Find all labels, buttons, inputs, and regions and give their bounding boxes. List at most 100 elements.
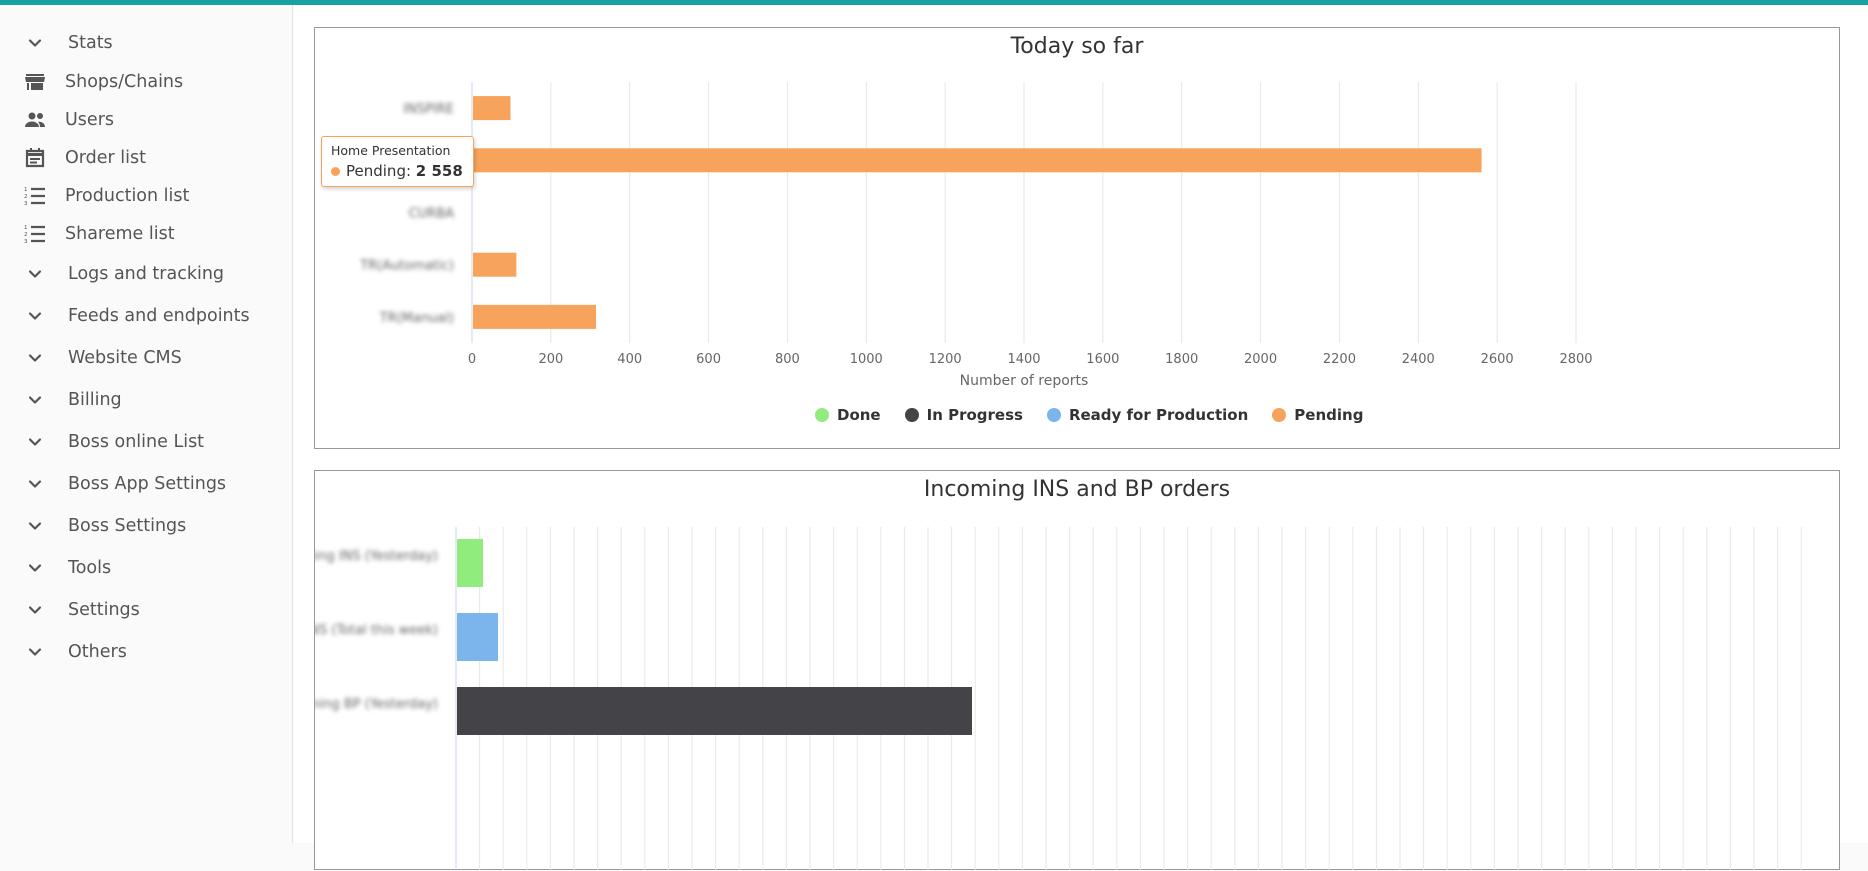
legend-item-pending[interactable]: Pending <box>1272 406 1363 424</box>
chevron-down-icon <box>18 553 52 583</box>
x-tick-label: 1400 <box>1007 352 1040 367</box>
x-tick-label: 2600 <box>1481 352 1514 367</box>
sidebar-item-billing[interactable]: Billing <box>0 382 292 418</box>
x-tick-label: 2200 <box>1323 352 1356 367</box>
y-category-label: CURBA <box>409 207 455 222</box>
x-tick-label: 2000 <box>1244 352 1277 367</box>
chart-incoming-orders: Incoming INS and BP orders Incoming INS … <box>314 470 1840 871</box>
chevron-down-icon <box>18 385 52 415</box>
sidebar-nav: Stats Shops/Chains Users Order list 1 2 3 Produ… <box>0 5 293 843</box>
sidebar-item-shareme-list[interactable]: 1 2 3 Shareme list <box>0 216 292 252</box>
bar-chart: Incoming INS (Yesterday) Incoming INS (To… <box>315 527 1802 871</box>
svg-text:2: 2 <box>24 232 28 238</box>
chart-title: Incoming INS and BP orders <box>923 477 1231 502</box>
sidebar-item-production-list[interactable]: 1 2 3 Production list <box>0 178 292 214</box>
chevron-down-icon <box>18 595 52 625</box>
chevron-down-icon <box>18 469 52 499</box>
sidebar-item-boss-app-settings[interactable]: Boss App Settings <box>0 466 292 502</box>
sidebar-item-label: Others <box>68 642 127 662</box>
x-tick-label: 400 <box>617 352 642 367</box>
svg-text:2: 2 <box>24 194 28 200</box>
sidebar-item-boss-settings[interactable]: Boss Settings <box>0 508 292 544</box>
sidebar-item-stats[interactable]: Stats <box>0 25 292 61</box>
sidebar-item-label: Logs and tracking <box>68 264 225 284</box>
legend-label: Pending <box>1294 406 1364 424</box>
x-tick-label: 1000 <box>850 352 883 367</box>
people-icon <box>18 105 52 135</box>
sidebar-item-label: Shareme list <box>65 224 175 244</box>
sidebar-item-label: Settings <box>68 600 140 620</box>
legend-item-in-progress[interactable]: In Progress <box>904 406 1023 424</box>
y-category-label: TR(Manual) <box>379 311 454 326</box>
sidebar-item-others[interactable]: Others <box>0 634 292 670</box>
chevron-down-icon <box>18 511 52 541</box>
svg-text:1: 1 <box>24 225 28 231</box>
bar <box>457 687 972 735</box>
top-accent-bar <box>0 0 1868 5</box>
x-tick-label: 1200 <box>929 352 962 367</box>
legend-label: Done <box>837 406 881 424</box>
x-tick-label: 800 <box>775 352 800 367</box>
y-category-label: INSPIRE <box>403 102 454 117</box>
chart-title: Today so far <box>1010 34 1144 59</box>
x-tick-label: 1600 <box>1086 352 1119 367</box>
sidebar-item-label: Boss Settings <box>68 516 187 536</box>
y-category-label: Incoming BP (Yesterday) <box>315 697 438 712</box>
svg-text:3: 3 <box>24 201 28 207</box>
x-tick-label: 1800 <box>1165 352 1198 367</box>
tooltip-series: Pending <box>346 162 406 180</box>
sidebar-item-label: Boss online List <box>68 432 205 452</box>
bar <box>457 539 483 587</box>
sidebar-item-label: Feeds and endpoints <box>68 306 250 326</box>
legend-item-ready-for-production[interactable]: Ready for Production <box>1046 406 1249 424</box>
sidebar-item-label: Order list <box>65 148 146 168</box>
sidebar-item-tools[interactable]: Tools <box>0 550 292 586</box>
calendar-icon <box>18 143 52 173</box>
svg-text:3: 3 <box>24 239 28 245</box>
sidebar-item-label: Website CMS <box>68 348 182 368</box>
chevron-down-icon <box>18 637 52 667</box>
sidebar-item-logs-and-tracking[interactable]: Logs and tracking <box>0 256 292 292</box>
x-tick-label: 600 <box>696 352 721 367</box>
sidebar-item-label: Stats <box>68 33 113 53</box>
bar-pending <box>473 148 1482 173</box>
tooltip-category: Home Presentation <box>331 143 451 158</box>
bar <box>457 613 498 661</box>
chart-legend: Done In Progress Ready for Production Pe… <box>815 406 1363 424</box>
sidebar-item-label: Shops/Chains <box>65 72 184 92</box>
sidebar-item-website-cms[interactable]: Website CMS <box>0 340 292 376</box>
sidebar-item-settings[interactable]: Settings <box>0 592 292 628</box>
store-icon <box>18 67 52 97</box>
chevron-down-icon <box>18 343 52 373</box>
sidebar-item-order-list[interactable]: Order list <box>0 140 292 176</box>
sidebar-item-label: Users <box>65 110 115 130</box>
sidebar-item-label: Billing <box>68 390 122 410</box>
legend-item-done[interactable]: Done <box>815 406 881 424</box>
bar-pending <box>473 252 517 277</box>
bar-pending <box>473 304 597 329</box>
sidebar-item-users[interactable]: Users <box>0 102 292 138</box>
tooltip-series-dot <box>331 167 340 176</box>
sidebar-item-shops-chains[interactable]: Shops/Chains <box>0 64 292 100</box>
chevron-down-icon <box>18 259 52 289</box>
x-tick-label: 0 <box>468 352 476 367</box>
main-content: Today so far 0 200 400 600 800 1000 1200 1400 16… <box>294 5 1868 871</box>
y-category-label: Incoming INS (Total this week) <box>315 623 438 638</box>
y-category-label: TR(Automatic) <box>359 259 454 274</box>
sidebar-item-feeds-and-endpoints[interactable]: Feeds and endpoints <box>0 298 292 334</box>
legend-label: In Progress <box>926 406 1023 424</box>
sidebar-item-label: Production list <box>65 186 190 206</box>
x-tick-label: 200 <box>538 352 563 367</box>
sidebar-item-label: Tools <box>68 558 112 578</box>
legend-label: Ready for Production <box>1068 406 1249 424</box>
tooltip-value: 2 558 <box>415 162 463 180</box>
bar-pending <box>473 96 511 121</box>
sidebar-item-boss-online-list[interactable]: Boss online List <box>0 424 292 460</box>
x-tick-label: 2400 <box>1402 352 1435 367</box>
chevron-down-icon <box>18 427 52 457</box>
bar-chart: 0 200 400 600 800 1000 1200 1400 1600 1800 2000 220… <box>330 82 1593 389</box>
chevron-down-icon <box>18 301 52 331</box>
chevron-down-icon <box>18 28 52 58</box>
